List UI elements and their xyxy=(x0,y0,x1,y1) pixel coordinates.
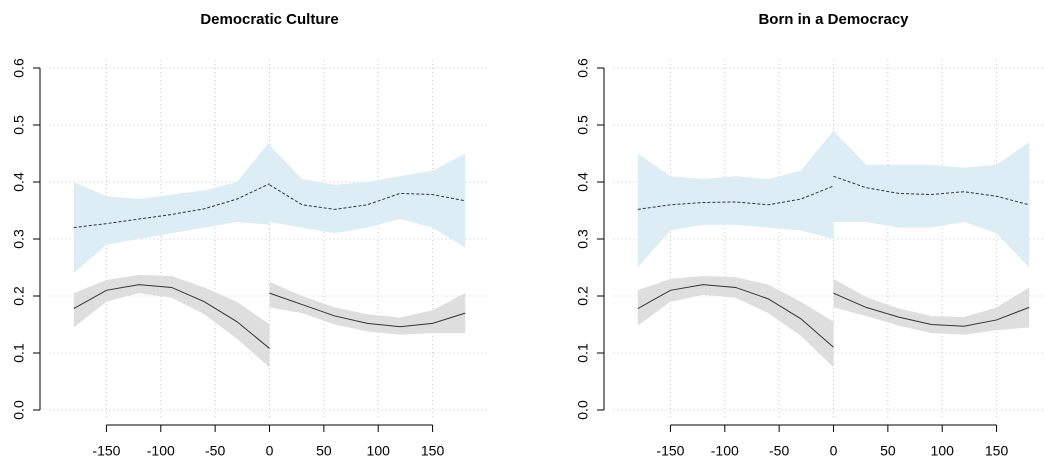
y-tick-label: 0.1 xyxy=(11,343,27,363)
x-tick-label: 100 xyxy=(931,443,955,459)
panel: Democratic Culture 0.0 0.1 0.2 0.3 0.4 0.5 0.6 -… xyxy=(11,11,490,459)
y-tick-label: 0.4 xyxy=(11,172,27,192)
y-tick-label: 0.1 xyxy=(575,343,591,363)
x-tick-label: 100 xyxy=(367,443,391,459)
x-tick-label: -150 xyxy=(656,443,684,459)
x-tick-label: -50 xyxy=(769,443,789,459)
fit-line xyxy=(833,292,1030,327)
fit-line xyxy=(73,284,270,349)
panel: Born in a Democracy 0.0 0.1 0.2 0.3 0.4 0.5 0.6… xyxy=(575,11,1045,459)
chart-title: Democratic Culture xyxy=(200,11,338,28)
chart-title: Born in a Democracy xyxy=(758,11,909,28)
y-tick-label: 0.6 xyxy=(575,58,591,78)
fit-line xyxy=(73,183,270,229)
x-tick-label: 50 xyxy=(316,443,332,459)
confidence-band xyxy=(833,278,1030,335)
confidence-band xyxy=(637,276,834,368)
confidence-band xyxy=(73,274,270,368)
y-tick-label: 0.2 xyxy=(11,286,27,306)
confidence-band xyxy=(833,130,1030,268)
y-tick-label: 0.0 xyxy=(575,400,591,420)
x-tick-label: 0 xyxy=(830,443,838,459)
x-tick-label: -100 xyxy=(711,443,739,459)
fit-line xyxy=(269,292,466,328)
x-tick-label: -150 xyxy=(92,443,120,459)
fit-line xyxy=(833,175,1030,206)
fit-line xyxy=(637,284,834,348)
y-tick-label: 0.6 xyxy=(11,58,27,78)
x-tick-label: 150 xyxy=(421,443,445,459)
confidence-band xyxy=(73,142,270,274)
x-tick-label: -100 xyxy=(147,443,175,459)
fit-line xyxy=(269,184,466,210)
x-tick-label: -50 xyxy=(205,443,225,459)
confidence-band xyxy=(637,130,834,268)
x-tick-label: 150 xyxy=(985,443,1009,459)
x-tick-label: 50 xyxy=(880,443,896,459)
fit-line xyxy=(637,185,834,210)
x-tick-label: 0 xyxy=(266,443,274,459)
y-tick-label: 0.0 xyxy=(11,400,27,420)
y-tick-label: 0.5 xyxy=(575,115,591,135)
confidence-band xyxy=(269,144,466,248)
confidence-band xyxy=(269,281,466,335)
y-tick-label: 0.3 xyxy=(11,229,27,249)
y-tick-label: 0.5 xyxy=(11,115,27,135)
y-tick-label: 0.3 xyxy=(575,229,591,249)
y-tick-label: 0.4 xyxy=(575,172,591,192)
y-tick-label: 0.2 xyxy=(575,286,591,306)
